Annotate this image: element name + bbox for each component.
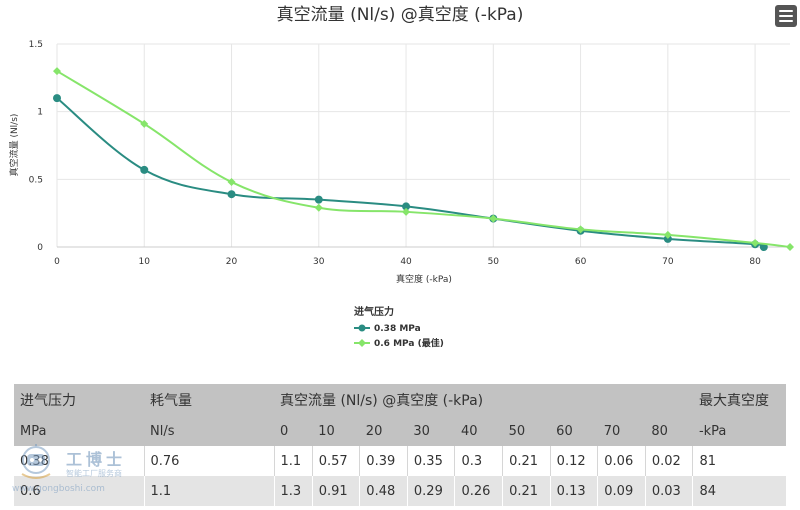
table-cell: 1.3 bbox=[273, 476, 313, 506]
hamburger-menu-icon bbox=[779, 10, 793, 12]
table-unit-cell: 60 bbox=[550, 416, 598, 446]
series-layer bbox=[53, 67, 794, 251]
table-cell: 0.29 bbox=[406, 476, 455, 506]
y-axis-ticks: 0 0.5 1 1.5 bbox=[29, 40, 44, 253]
legend-marker-1 bbox=[358, 339, 366, 347]
legend-marker-0 bbox=[358, 324, 366, 332]
table-unit-cell: 0 bbox=[274, 416, 313, 446]
table-cell: 0.48 bbox=[359, 476, 408, 506]
table-unit-row: MPa Nl/s 0 10 20 30 40 50 60 70 80 -kPa bbox=[14, 416, 786, 446]
header-inlet-pressure: 进气压力 bbox=[14, 384, 144, 416]
header-air-consumption: 耗气量 bbox=[144, 384, 274, 416]
table-unit-cell: 70 bbox=[597, 416, 646, 446]
table-row: 0.6 1.1 1.3 0.91 0.48 0.29 0.26 0.21 0.13 0.09 0.0… bbox=[14, 476, 786, 506]
chart: 真空流量 (Nl/s) @真空度 (-kPa) 0 0.5 1 1.5 0 10 20 30… bbox=[8, 5, 794, 349]
x-tick-label: 10 bbox=[139, 257, 151, 267]
spec-table: 进气压力 耗气量 真空流量 (Nl/s) @真空度 (-kPa) 最大真空度 M… bbox=[14, 384, 786, 506]
chart-menu-button[interactable] bbox=[775, 5, 797, 27]
table-cell: 0.03 bbox=[644, 476, 693, 506]
table-cell: 0.3 bbox=[454, 446, 503, 476]
legend-title: 进气压力 bbox=[354, 305, 394, 318]
table-cell: 0.91 bbox=[311, 476, 360, 506]
table-unit-cell: 40 bbox=[454, 416, 503, 446]
table-unit-cell: 10 bbox=[312, 416, 360, 446]
series-1-point bbox=[227, 178, 236, 187]
x-tick-label: 50 bbox=[488, 257, 500, 267]
series-1-point bbox=[576, 225, 585, 234]
y-tick-label: 0.5 bbox=[29, 175, 43, 185]
y-axis-label: 真空流量 (Nl/s) bbox=[8, 114, 20, 177]
legend: 进气压力 0.38 MPa 0.6 MPa (最佳) bbox=[354, 305, 444, 349]
y-tick-label: 1.5 bbox=[29, 40, 43, 50]
table-unit-cell: 50 bbox=[502, 416, 551, 446]
series-0-point bbox=[227, 190, 236, 199]
table-cell: 0.39 bbox=[359, 446, 408, 476]
series-line-0 bbox=[56, 97, 767, 248]
legend-label-0: 0.38 MPa bbox=[374, 324, 421, 334]
series-1-point bbox=[314, 203, 323, 212]
table-cell: 0.12 bbox=[549, 446, 598, 476]
table-cell: 0.26 bbox=[454, 476, 503, 506]
series-0-point bbox=[140, 165, 149, 174]
series-0-point bbox=[402, 202, 411, 211]
table-unit-cell: MPa bbox=[14, 416, 144, 446]
table-cell: 0.38 bbox=[14, 446, 144, 476]
series-1-point bbox=[53, 67, 61, 76]
series-1-point bbox=[402, 207, 411, 216]
x-tick-label: 40 bbox=[400, 257, 412, 267]
x-tick-label: 80 bbox=[749, 257, 761, 267]
series-1-point bbox=[140, 119, 149, 128]
table-cell: 0.09 bbox=[597, 476, 646, 506]
series-0-point bbox=[53, 94, 61, 103]
table-cell: 81 bbox=[692, 446, 786, 476]
table-cell: 0.13 bbox=[549, 476, 598, 506]
table-cell: 1.1 bbox=[143, 476, 274, 506]
table-header-row: 进气压力 耗气量 真空流量 (Nl/s) @真空度 (-kPa) 最大真空度 bbox=[14, 384, 786, 416]
table-cell: 0.06 bbox=[597, 446, 646, 476]
header-vacuum-flow: 真空流量 (Nl/s) @真空度 (-kPa) bbox=[274, 384, 693, 416]
x-tick-label: 70 bbox=[662, 257, 674, 267]
table-cell: 0.35 bbox=[406, 446, 455, 476]
legend-label-1: 0.6 MPa (最佳) bbox=[374, 337, 444, 349]
table-unit-cell: 80 bbox=[645, 416, 693, 446]
table-unit-cell: 30 bbox=[407, 416, 455, 446]
table-cell: 1.1 bbox=[273, 446, 313, 476]
series-0-point bbox=[663, 234, 672, 243]
grid bbox=[56, 43, 790, 248]
table-cell: 84 bbox=[692, 476, 786, 506]
series-line-1 bbox=[56, 70, 791, 248]
table-cell: 0.6 bbox=[14, 476, 144, 506]
table-unit-cell: Nl/s bbox=[144, 416, 274, 446]
x-tick-label: 0 bbox=[54, 257, 60, 267]
table-cell: 0.76 bbox=[143, 446, 274, 476]
chart-title: 真空流量 (Nl/s) @真空度 (-kPa) bbox=[277, 5, 524, 25]
table-unit-cell: -kPa bbox=[692, 416, 786, 446]
series-1-point bbox=[663, 230, 672, 239]
series-1-point bbox=[489, 214, 498, 223]
table-unit-cell: 20 bbox=[359, 416, 408, 446]
header-max-vacuum: 最大真空度 bbox=[692, 384, 786, 416]
y-tick-label: 0 bbox=[37, 243, 43, 253]
series-1-point bbox=[786, 243, 794, 251]
table-cell: 0.57 bbox=[311, 446, 360, 476]
table-cell: 0.21 bbox=[502, 476, 551, 506]
table-cell: 0.21 bbox=[502, 446, 551, 476]
x-tick-label: 30 bbox=[313, 257, 325, 267]
x-axis-ticks: 0 10 20 30 40 50 60 70 80 bbox=[54, 257, 761, 267]
table-cell: 0.02 bbox=[644, 446, 693, 476]
x-axis-label: 真空度 (-kPa) bbox=[396, 273, 452, 285]
x-tick-label: 20 bbox=[226, 257, 238, 267]
table-row: 0.38 0.76 1.1 0.57 0.39 0.35 0.3 0.21 0.12 0.06 0.… bbox=[14, 446, 786, 476]
y-tick-label: 1 bbox=[37, 108, 43, 118]
series-0-point bbox=[314, 195, 323, 204]
series-1-point bbox=[751, 238, 760, 247]
x-tick-label: 60 bbox=[575, 257, 587, 267]
